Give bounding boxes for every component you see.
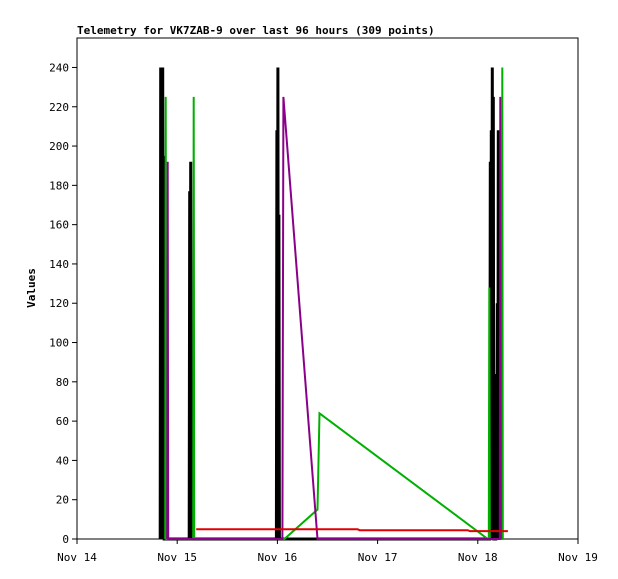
y-tick-label: 200: [49, 140, 69, 153]
y-tick-label: 0: [62, 533, 69, 546]
x-tick-label: Nov 19: [558, 551, 598, 564]
y-tick-label: 220: [49, 101, 69, 114]
series-line-3: [196, 528, 508, 533]
y-tick-label: 100: [49, 337, 69, 350]
series-line-1: [164, 67, 504, 540]
y-tick-label: 20: [56, 494, 69, 507]
y-tick-label: 120: [49, 297, 69, 310]
x-tick-label: Nov 16: [258, 551, 298, 564]
chart-title: Telemetry for VK7ZAB-9 over last 96 hour…: [77, 24, 435, 37]
x-tick-label: Nov 17: [358, 551, 398, 564]
y-tick-label: 40: [56, 454, 69, 467]
x-tick-label: Nov 14: [57, 551, 97, 564]
x-axis-ticks: Nov 14 Nov 15 Nov 16 Nov 17 Nov 18 Nov 19: [57, 539, 598, 564]
y-tick-label: 140: [49, 258, 69, 271]
y-tick-label: 240: [49, 61, 69, 74]
y-tick-label: 160: [49, 219, 69, 232]
y-axis-label: Values: [25, 268, 38, 308]
series-lines: [158, 67, 508, 541]
x-tick-label: Nov 18: [458, 551, 498, 564]
series-line-2: [166, 96, 502, 540]
series-line-0: [158, 67, 501, 541]
y-tick-label: 60: [56, 415, 69, 428]
y-tick-label: 180: [49, 179, 69, 192]
x-tick-label: Nov 15: [157, 551, 197, 564]
y-axis-ticks: 0 20 40 60 80 100 120 140 160 180 200 220 240: [49, 61, 77, 546]
y-tick-label: 80: [56, 376, 69, 389]
